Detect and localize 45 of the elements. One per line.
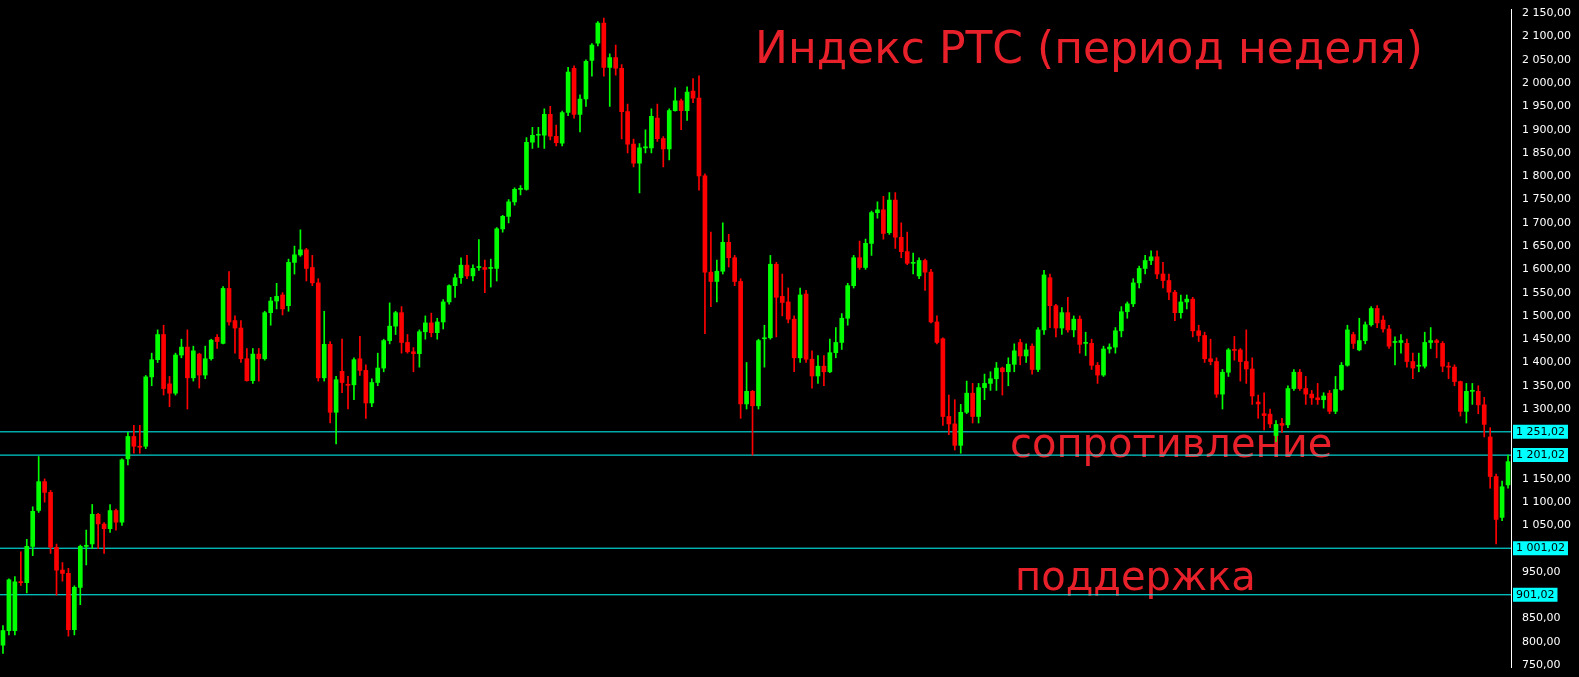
y-tick-label: 1 050,00 [1522, 518, 1571, 532]
y-tick-label: 800,00 [1522, 634, 1561, 648]
y-tick-label: 2 100,00 [1522, 29, 1571, 43]
y-tick-label: 1 900,00 [1522, 122, 1571, 136]
ref-line-label: 901,02 [1516, 587, 1555, 601]
y-tick-label: 1 600,00 [1522, 262, 1571, 276]
y-tick-label: 950,00 [1522, 564, 1561, 578]
candlestick [18, 551, 24, 586]
y-tick-label: 850,00 [1522, 611, 1561, 625]
candlestick [1279, 418, 1285, 433]
candlestick [1309, 390, 1315, 405]
y-tick-label: 2 150,00 [1522, 6, 1571, 20]
y-tick-label: 1 300,00 [1522, 401, 1571, 415]
candlestick [1392, 336, 1398, 366]
y-tick-label: 1 650,00 [1522, 238, 1571, 252]
candlestick [1398, 334, 1404, 354]
y-tick-label: 750,00 [1522, 657, 1561, 671]
y-tick-label: 1 950,00 [1522, 99, 1571, 113]
y-tick-label: 1 450,00 [1522, 332, 1571, 346]
y-tick-label: 1 500,00 [1522, 308, 1571, 322]
candlestick [910, 252, 916, 275]
y-tick-label: 1 800,00 [1522, 169, 1571, 183]
y-tick-label: 1 750,00 [1522, 192, 1571, 206]
ref-line-label: 1 201,02 [1516, 447, 1565, 461]
y-tick-label: 1 100,00 [1522, 494, 1571, 508]
candlestick [482, 259, 488, 293]
candlestick [345, 376, 351, 410]
y-tick-label: 2 050,00 [1522, 52, 1571, 66]
y-tick-label: 1 850,00 [1522, 145, 1571, 159]
candlestick [256, 348, 262, 382]
candlestick [1184, 294, 1190, 310]
y-tick-label: 1 400,00 [1522, 355, 1571, 369]
y-tick-label: 2 000,00 [1522, 76, 1571, 90]
y-tick-label: 1 150,00 [1522, 471, 1571, 485]
candlestick [607, 53, 613, 107]
candlestick [476, 239, 482, 271]
candlestick [1261, 392, 1267, 431]
ref-line-label: 1 251,02 [1516, 424, 1565, 438]
annotation: сопротивление [1010, 420, 1333, 466]
annotation: поддержка [1015, 553, 1256, 599]
y-tick-label: 1 350,00 [1522, 378, 1571, 392]
chart-title: Индекс РТС (период неделя) [755, 22, 1423, 73]
y-tick-label: 1 550,00 [1522, 285, 1571, 299]
y-tick-label: 1 700,00 [1522, 215, 1571, 229]
ref-line-label: 1 001,02 [1516, 541, 1565, 555]
